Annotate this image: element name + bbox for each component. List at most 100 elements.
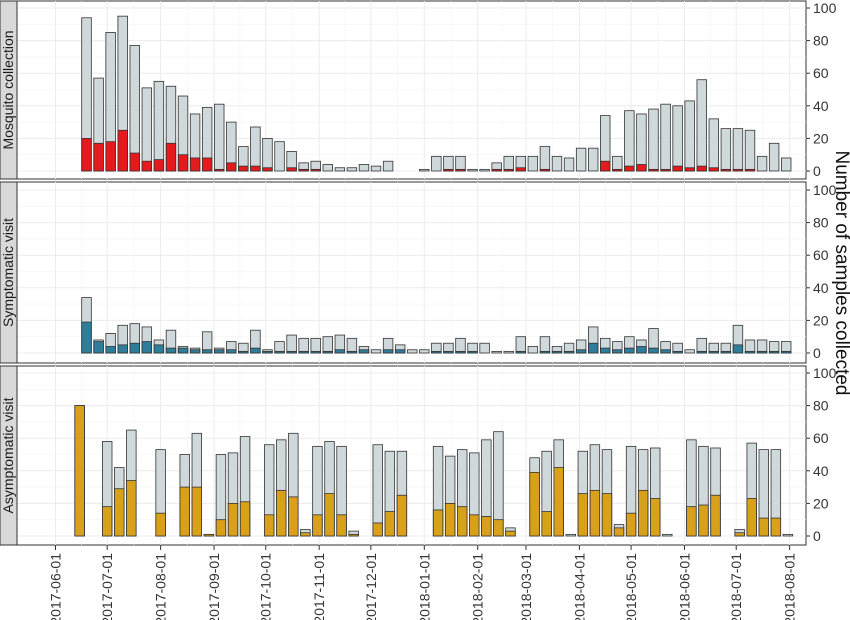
bar-total: [455, 337, 466, 354]
bar-total: [527, 155, 539, 172]
bar-highlight: [443, 168, 454, 172]
bar-total: [382, 160, 394, 172]
x-tick-label: 2017-07-01: [99, 553, 115, 620]
bar-total: [636, 113, 647, 172]
bar-total: [370, 165, 382, 172]
bar-total: [358, 164, 370, 172]
bar-highlight: [215, 519, 227, 537]
bar-highlight: [493, 519, 504, 537]
bar-total: [479, 168, 490, 172]
y-tick-label: 40: [813, 98, 829, 114]
bar-highlight: [505, 530, 516, 537]
bar-total: [407, 349, 418, 354]
bar-highlight: [708, 167, 720, 172]
y-tick-label: 80: [813, 398, 829, 414]
bar-highlight: [334, 349, 346, 354]
bar-highlight: [286, 167, 297, 172]
bar-highlight: [165, 347, 177, 354]
x-tick-label: 2018-04-01: [571, 553, 587, 620]
bar-highlight: [310, 350, 321, 354]
y-tick-label: 20: [813, 130, 829, 146]
bar-highlight: [288, 496, 299, 537]
bar-highlight: [81, 321, 92, 354]
bar-highlight: [177, 154, 189, 172]
bar-highlight: [263, 514, 275, 537]
x-tick-label: 2018-03-01: [518, 553, 534, 620]
bar-highlight: [129, 152, 140, 172]
bar-highlight: [756, 350, 768, 354]
bar-highlight: [672, 350, 683, 354]
y-tick-label: 100: [813, 182, 837, 198]
bar-highlight: [710, 494, 721, 537]
bar-highlight: [114, 488, 125, 537]
bar-highlight: [575, 349, 587, 354]
bar-highlight: [600, 160, 611, 172]
bar-total: [491, 350, 502, 354]
bar-total: [431, 155, 442, 172]
y-tick-label: 100: [813, 0, 837, 16]
bar-total: [515, 336, 527, 354]
x-tick-label: 2018-08-01: [782, 553, 798, 620]
bar-total: [322, 336, 333, 354]
bar-total: [274, 141, 285, 172]
x-tick-label: 2017-11-01: [311, 553, 327, 620]
bar-total: [782, 533, 794, 537]
bar-total: [587, 147, 599, 172]
bar-highlight: [141, 160, 153, 172]
bar-highlight: [322, 350, 333, 354]
bar-highlight: [358, 349, 370, 354]
bar-highlight: [529, 472, 540, 537]
bar-highlight: [384, 511, 396, 537]
bar-highlight: [768, 350, 780, 354]
bar-highlight: [686, 506, 697, 537]
bar-highlight: [648, 347, 659, 354]
y-tick-label: 0: [813, 163, 821, 179]
bar-highlight: [346, 350, 358, 354]
bar-highlight: [457, 506, 468, 537]
facet-label: Symptomatic visit: [0, 218, 16, 327]
bar-total: [322, 164, 333, 172]
bar-highlight: [624, 347, 635, 354]
facet-label: Mosquito collection: [0, 30, 16, 149]
x-tick-label: 2017-10-01: [258, 553, 274, 620]
bar-highlight: [553, 467, 564, 537]
bar-highlight: [746, 498, 757, 537]
bar-highlight: [300, 532, 311, 537]
bar-highlight: [637, 489, 649, 537]
bar-highlight: [250, 347, 261, 354]
bar-highlight: [467, 350, 478, 354]
bar-total: [503, 350, 514, 354]
bar-total: [648, 108, 659, 172]
bar-highlight: [744, 350, 756, 354]
bar-highlight: [455, 350, 466, 354]
bar-highlight: [577, 493, 589, 537]
bar-total: [612, 155, 623, 172]
bar-highlight: [274, 350, 285, 354]
bar-total: [660, 103, 671, 172]
bar-highlight: [444, 502, 456, 537]
bar-highlight: [394, 349, 406, 354]
y-tick-label: 20: [813, 312, 829, 328]
bar-total: [624, 110, 635, 172]
bar-total: [672, 105, 683, 172]
bar-highlight: [600, 347, 611, 354]
bar-highlight: [708, 350, 720, 354]
x-tick-label: 2018-01-01: [416, 553, 432, 620]
facet-label: Asymptomatic visit: [0, 397, 16, 513]
bar-highlight: [587, 342, 599, 354]
bar-highlight: [612, 168, 623, 172]
bar-highlight: [491, 168, 502, 172]
bar-highlight: [469, 514, 480, 537]
bar-total: [334, 167, 346, 172]
y-tick-label: 100: [813, 365, 837, 381]
bar-highlight: [250, 165, 261, 172]
bar-highlight: [696, 165, 707, 172]
bar-total: [732, 128, 744, 172]
x-tick-label: 2018-07-01: [728, 553, 744, 620]
bar-highlight: [201, 157, 213, 172]
x-tick-label: 2017-08-01: [153, 553, 169, 620]
bar-highlight: [625, 512, 637, 537]
bar-highlight: [589, 489, 601, 537]
bar-total: [551, 155, 563, 172]
bar-highlight: [226, 349, 237, 354]
